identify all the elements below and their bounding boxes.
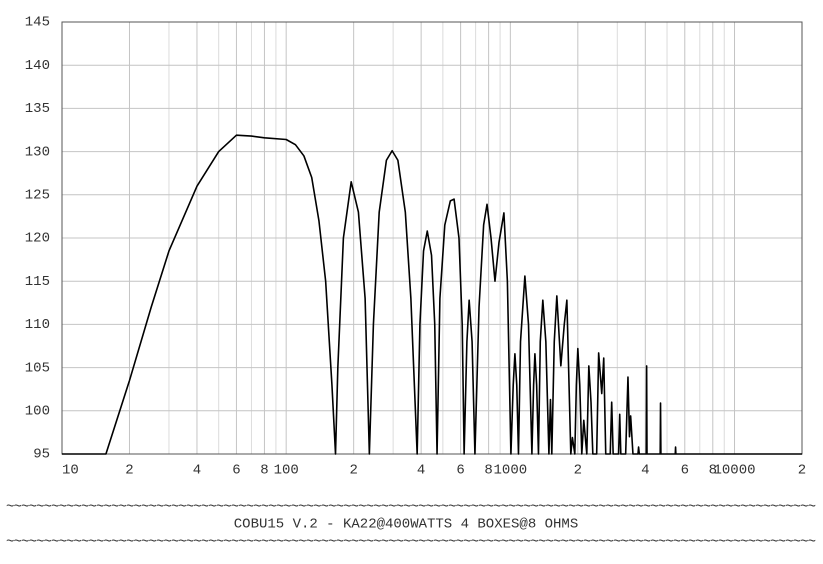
x-tick-label: 4	[417, 463, 425, 479]
separator: ~~~~~~~~~~~~~~~~~~~~~~~~~~~~~~~~~~~~~~~~…	[6, 500, 816, 516]
x-tick-label: 8	[260, 463, 268, 479]
x-tick-label: 6	[681, 463, 689, 479]
y-tick-label: 100	[25, 404, 50, 420]
y-tick-label: 105	[25, 360, 50, 376]
x-tick-label: 10000	[714, 463, 756, 479]
x-tick-label: 2	[574, 463, 582, 479]
x-tick-label: 1000	[494, 463, 528, 479]
x-tick-label: 2	[349, 463, 357, 479]
y-tick-label: 95	[33, 447, 50, 463]
x-tick-label: 100	[274, 463, 299, 479]
y-tick-label: 135	[25, 101, 50, 117]
y-tick-label: 115	[25, 274, 50, 290]
x-tick-label: 10	[62, 463, 79, 479]
separator: ~~~~~~~~~~~~~~~~~~~~~~~~~~~~~~~~~~~~~~~~…	[6, 535, 816, 551]
x-tick-label: 2	[798, 463, 806, 479]
y-tick-label: 125	[25, 188, 50, 204]
x-tick-label: 4	[193, 463, 201, 479]
x-tick-label: 4	[641, 463, 649, 479]
x-tick-label: 8	[484, 463, 492, 479]
x-tick-label: 8	[709, 463, 717, 479]
caption: COBU15 V.2 - KA22@400WATTS 4 BOXES@8 OHM…	[234, 517, 578, 533]
y-tick-label: 120	[25, 231, 50, 247]
y-tick-label: 145	[25, 15, 50, 31]
y-tick-label: 130	[25, 144, 50, 160]
plot-frame	[61, 21, 803, 455]
x-tick-label: 2	[125, 463, 133, 479]
y-tick-label: 110	[25, 317, 50, 333]
x-tick-label: 6	[456, 463, 464, 479]
x-tick-label: 6	[232, 463, 240, 479]
response-line	[62, 134, 802, 455]
y-tick-label: 140	[25, 58, 50, 74]
